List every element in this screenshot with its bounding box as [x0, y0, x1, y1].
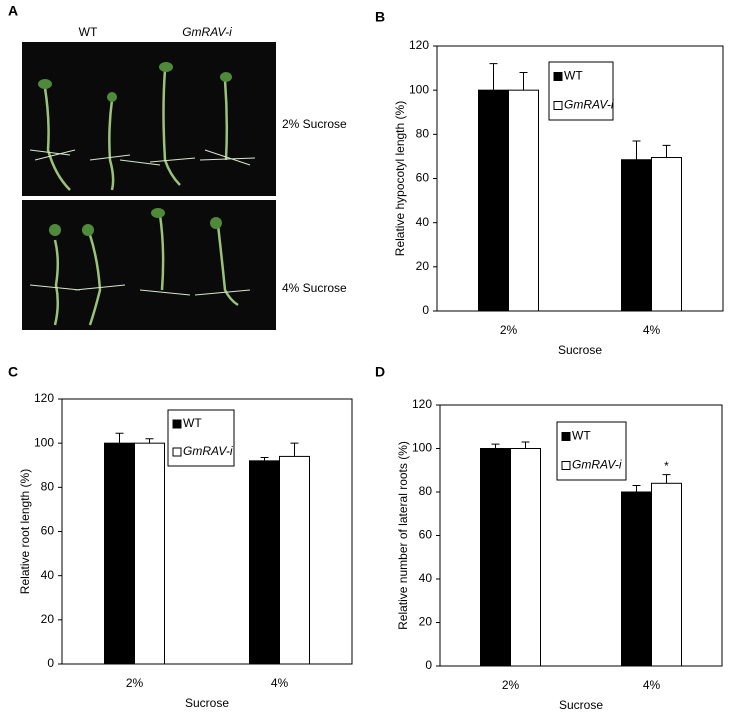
error-bar	[260, 457, 269, 461]
x-tick-label: 4%	[271, 676, 289, 690]
bar	[621, 159, 652, 312]
x-tick-label: 2%	[126, 676, 144, 690]
error-bar	[489, 63, 498, 91]
bar	[279, 455, 310, 665]
y-tick-label: 60	[41, 524, 55, 538]
y-tick-label: 0	[422, 303, 429, 317]
y-tick-label: 20	[416, 259, 430, 273]
bar	[651, 482, 682, 667]
y-tick-label: 120	[409, 38, 429, 52]
row-label: 4% Sucrose	[282, 281, 347, 295]
bar	[510, 448, 541, 667]
y-tick-label: 20	[41, 612, 55, 626]
y-tick-label: 100	[412, 441, 432, 455]
x-axis-title: Sucrose	[558, 343, 602, 357]
legend-label: GmRAV-i	[572, 458, 622, 472]
y-tick-label: 100	[34, 435, 54, 449]
y-tick-label: 120	[34, 391, 54, 405]
legend-swatch	[172, 447, 182, 457]
bar	[104, 442, 135, 665]
legend-label: GmRAV-i	[564, 98, 614, 112]
error-bar	[290, 442, 299, 457]
error-bar	[632, 140, 641, 160]
legend-swatch	[172, 419, 182, 429]
legend-label: WT	[572, 429, 591, 443]
bar	[134, 442, 165, 665]
y-tick-label: 80	[41, 480, 55, 494]
error-bar	[491, 443, 500, 449]
legend-label: WT	[564, 69, 583, 83]
y-tick-label: 0	[47, 656, 54, 670]
panel-label: C	[8, 364, 18, 380]
row-label: 2% Sucrose	[282, 117, 347, 131]
photo-panel: A WT GmRAV-i 2% Sucrose 4% Sucrose	[8, 3, 347, 330]
error-bar	[632, 484, 641, 492]
annotation: *	[664, 459, 669, 473]
y-tick-label: 80	[419, 484, 433, 498]
error-bar	[519, 72, 528, 91]
panel-label: D	[375, 364, 385, 380]
y-axis-title: Relative root length (%)	[18, 469, 32, 594]
error-bar	[662, 474, 671, 484]
error-bar	[145, 438, 154, 444]
legend-swatch	[561, 461, 571, 470]
y-axis-title: Relative number of lateral roots (%)	[396, 441, 410, 630]
legend-label: GmRAV-i	[183, 444, 233, 458]
y-tick-label: 40	[416, 215, 430, 229]
column-label: WT	[79, 25, 98, 39]
bar	[621, 491, 652, 667]
x-tick-label: 2%	[502, 678, 520, 692]
x-tick-label: 4%	[643, 323, 661, 337]
panel-label: A	[8, 3, 18, 19]
y-axis-title: Relative hypocotyl length (%)	[393, 101, 407, 256]
panel-label: B	[375, 9, 385, 25]
photo	[22, 200, 276, 330]
x-axis-title: Sucrose	[559, 698, 603, 712]
error-bar	[115, 432, 124, 444]
legend-box	[167, 409, 235, 467]
y-tick-label: 60	[416, 171, 430, 185]
y-tick-label: 40	[41, 568, 55, 582]
x-tick-label: 2%	[500, 323, 518, 337]
cotyledons	[38, 62, 232, 236]
y-tick-label: 40	[419, 571, 433, 585]
legend-swatch	[561, 432, 571, 441]
bar	[508, 89, 539, 312]
legend-swatch	[553, 72, 563, 81]
x-tick-label: 4%	[643, 678, 661, 692]
x-axis-title: Sucrose	[185, 696, 229, 710]
y-tick-label: 0	[425, 658, 432, 672]
legend-box	[556, 421, 627, 481]
legend-box	[548, 61, 614, 121]
bar	[478, 89, 509, 312]
y-tick-label: 120	[412, 397, 432, 411]
seedlings	[43, 69, 239, 326]
bar	[249, 460, 280, 665]
error-bar	[662, 144, 671, 158]
y-tick-label: 100	[409, 82, 429, 96]
photo	[22, 42, 276, 196]
legend-label: WT	[183, 416, 202, 430]
y-tick-label: 60	[419, 528, 433, 542]
bar	[480, 448, 511, 667]
column-label: GmRAV-i	[182, 25, 232, 39]
legend-swatch	[553, 101, 563, 110]
y-tick-label: 80	[416, 127, 430, 141]
error-bar	[521, 441, 530, 449]
roots	[29, 149, 256, 296]
bar	[651, 157, 682, 312]
y-tick-label: 20	[419, 615, 433, 629]
